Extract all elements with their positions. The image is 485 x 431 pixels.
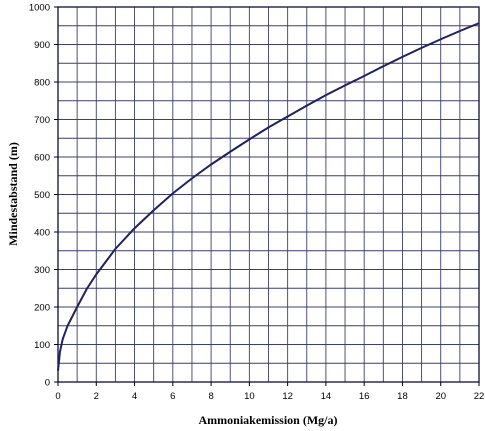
x-axis-title: Ammoniakemission (Mg/a)	[199, 413, 338, 427]
y-tick-label: 400	[34, 228, 50, 239]
x-tick-label: 8	[208, 391, 213, 402]
x-tick-label: 22	[474, 391, 485, 402]
x-tick-label: 2	[94, 391, 99, 402]
series-layer	[57, 22, 480, 371]
y-tick-label: 700	[34, 115, 50, 126]
y-tick-label: 200	[34, 303, 50, 314]
x-tick-label: 6	[170, 391, 175, 402]
y-tick-label: 500	[34, 190, 50, 201]
x-tick-label: 16	[359, 391, 370, 402]
x-tick-label: 4	[132, 391, 137, 402]
y-tick-label: 300	[34, 265, 50, 276]
x-tick-label: 10	[244, 391, 255, 402]
y-tick-label: 800	[34, 78, 50, 89]
x-tick-label: 0	[55, 391, 60, 402]
x-tick-label: 14	[321, 391, 332, 402]
y-tick-label: 600	[34, 153, 50, 164]
y-tick-label: 1000	[29, 3, 50, 14]
x-tick-label: 18	[397, 391, 408, 402]
series-line	[57, 22, 480, 371]
tick-labels: 0 2 4 6 8 10 12 14 16 18 20 22 0 100 200 300 400 500 600 70…	[29, 3, 484, 403]
axis-ticks	[54, 6, 480, 386]
y-tick-label: 900	[34, 40, 50, 51]
y-axis-title: Mindestabstand (m)	[6, 142, 20, 246]
y-tick-label: 100	[34, 340, 50, 351]
x-tick-label: 12	[282, 391, 293, 402]
x-tick-label: 20	[435, 391, 446, 402]
plot-grid	[58, 7, 479, 382]
y-tick-label: 0	[45, 378, 50, 389]
